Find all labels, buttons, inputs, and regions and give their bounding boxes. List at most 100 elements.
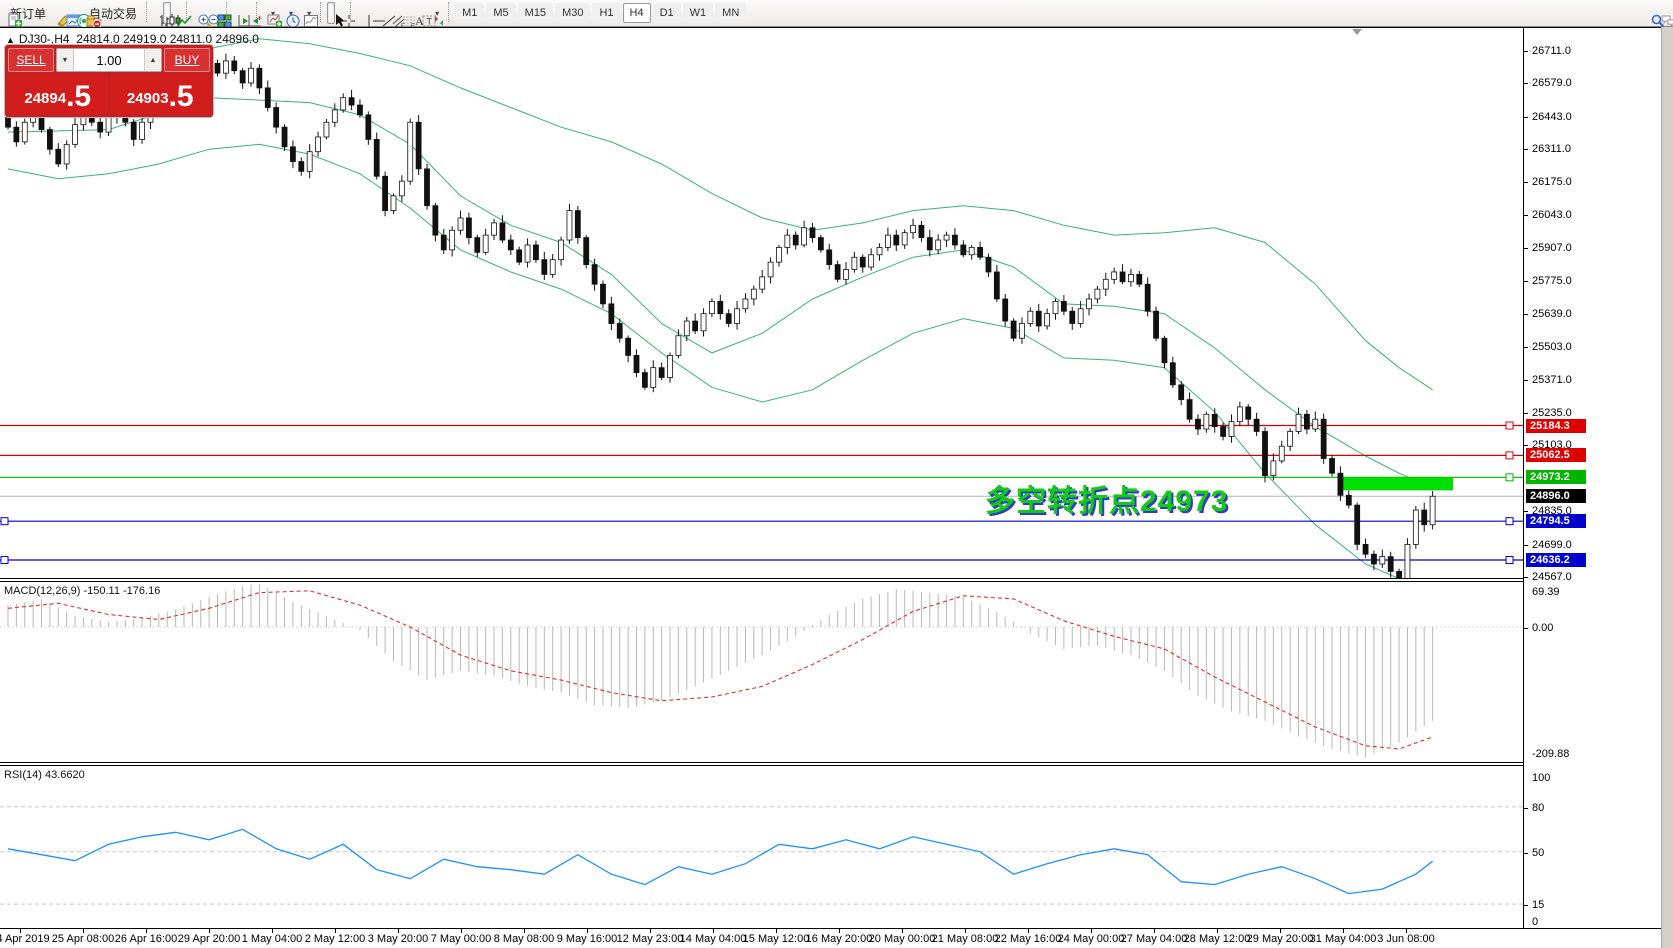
macd-label: MACD(12,26,9) -150.11 -176.16 — [4, 585, 161, 597]
time-axis-tick — [1343, 929, 1344, 933]
price-axis-tick — [1524, 148, 1528, 150]
time-axis-tick — [209, 929, 210, 933]
bollinger-lower-band — [7, 143, 1399, 578]
chart-annotation[interactable]: 多空转折点24973 — [985, 485, 1229, 518]
bar-chart-button[interactable] — [153, 2, 170, 27]
time-axis-label: 31 May 04:00 — [1309, 933, 1377, 945]
line-chart-button[interactable] — [173, 2, 192, 27]
price-axis-label: 25907.0 — [1532, 242, 1572, 255]
label-button[interactable]: T — [417, 2, 436, 27]
candlestick-button[interactable] — [163, 2, 181, 28]
time-axis-label: 8 May 08:00 — [493, 933, 555, 945]
cursor-button[interactable] — [327, 2, 346, 27]
chart-shift-button[interactable] — [243, 2, 262, 27]
rsi-label: RSI(14) 43.6620 — [4, 769, 85, 781]
timeframe-m30-button[interactable]: M30 — [555, 3, 591, 23]
price-axis-tick — [1524, 905, 1528, 907]
rsi-line — [7, 828, 1433, 895]
zoom-in-button[interactable] — [193, 2, 212, 28]
timeframe-mn-button[interactable]: MN — [715, 3, 747, 23]
auto-scroll-button[interactable] — [233, 2, 252, 27]
macd-signal-line — [7, 590, 1433, 750]
volume-increase-button[interactable]: ▲ — [144, 49, 161, 71]
price-axis-tick — [1524, 313, 1528, 315]
price-axis-tick — [1524, 280, 1528, 282]
price-axis-tick — [1524, 511, 1528, 513]
macd-pane[interactable] — [0, 582, 1523, 762]
price-axis-label: 26443.0 — [1532, 110, 1572, 123]
time-axis-label: 28 May 12:00 — [1183, 933, 1251, 945]
timeframe-h1-button[interactable]: H1 — [592, 3, 621, 23]
price-axis-label: 69.39 — [1532, 586, 1560, 598]
chart-shift-marker[interactable] — [1352, 29, 1362, 35]
toolbar-separator — [350, 2, 352, 22]
time-axis-label: 27 May 04:00 — [1120, 933, 1188, 945]
trendline-button[interactable] — [377, 2, 396, 27]
resistance-line-2-handle[interactable] — [1505, 451, 1514, 460]
search-button[interactable] — [1646, 2, 1665, 28]
time-axis-label: 26 Apr 16:00 — [114, 933, 178, 945]
price-axis-label: 25371.0 — [1532, 373, 1572, 386]
timeframe-m1-button[interactable]: M1 — [455, 3, 485, 23]
time-axis-label: 22 May 16:00 — [994, 933, 1062, 945]
periods-button[interactable]: ▾ — [281, 2, 300, 28]
arrows-button[interactable]: ▾ — [427, 2, 444, 26]
support-line-1-handle[interactable] — [0, 517, 9, 526]
vline-button[interactable] — [357, 2, 370, 27]
indicators-button[interactable]: ▾ — [263, 2, 283, 27]
support-line-1-handle[interactable] — [1505, 517, 1514, 526]
rsi-pane[interactable] — [0, 766, 1523, 927]
timeframe-d1-button[interactable]: D1 — [652, 3, 681, 23]
resistance-line-1-price-tag: 25184.3 — [1526, 418, 1586, 433]
chevron-down-icon: ▾ — [289, 8, 294, 18]
resistance-line-1-handle[interactable] — [1505, 421, 1514, 430]
volume-decrease-button[interactable]: ▼ — [57, 49, 74, 71]
price-axis-tick — [1524, 379, 1528, 381]
support-line-2-handle[interactable] — [1505, 556, 1514, 565]
chevron-down-icon: ▾ — [271, 8, 276, 18]
time-axis-label: 29 Apr 20:00 — [177, 933, 241, 945]
time-axis-tick — [1280, 929, 1281, 933]
candlestick-chart[interactable] — [0, 28, 1523, 578]
price-axis-tick — [1524, 83, 1528, 85]
autotrade-button[interactable]: 自动交易 — [82, 2, 141, 29]
hline-button[interactable] — [367, 2, 386, 24]
price-axis-label: 24567.0 — [1532, 571, 1572, 584]
sell-price[interactable]: 24894.5 — [8, 75, 108, 114]
sell-price-pip: .5 — [66, 80, 92, 113]
support-line-2-price-tag: 24636.2 — [1526, 553, 1586, 568]
pivot-line-handle[interactable] — [1505, 473, 1514, 482]
svg-text:T: T — [427, 17, 433, 27]
bollinger-upper-band — [7, 38, 1433, 391]
timeframe-toolbar: M1 M5 M15 M30 H1 H4 D1 W1 MN — [454, 3, 747, 23]
crosshair-button[interactable] — [337, 2, 356, 27]
svg-text:A: A — [415, 14, 424, 28]
text-button[interactable]: A — [407, 2, 424, 28]
volume-input[interactable] — [74, 49, 144, 71]
price-axis-tick — [1524, 445, 1528, 447]
highlight-rectangle[interactable] — [1343, 477, 1453, 491]
price-axis-label: 26711.0 — [1532, 44, 1571, 57]
time-axis-label: 3 Jun 08:00 — [1377, 933, 1435, 945]
price-axis-label: 26175.0 — [1532, 176, 1572, 189]
styles-button[interactable] — [52, 2, 70, 28]
timeframe-m15-button[interactable]: M15 — [517, 3, 554, 23]
fibonacci-button[interactable]: F — [397, 2, 416, 29]
toolbar-separator — [186, 2, 188, 22]
new-order-button[interactable]: 新订单 — [3, 2, 50, 27]
templates-button[interactable]: ▾ — [299, 2, 319, 27]
time-axis-label: 3 May 20:00 — [367, 933, 429, 945]
timeframe-m5-button[interactable]: M5 — [486, 3, 516, 23]
sell-button[interactable]: SELL — [8, 48, 54, 72]
timeframe-w1-button[interactable]: W1 — [682, 3, 714, 23]
chat-button[interactable] — [1656, 2, 1673, 28]
price-axis-label: 15 — [1532, 899, 1545, 912]
buy-price[interactable]: 24903.5 — [110, 75, 210, 114]
timeframe-h4-button[interactable]: H4 — [622, 3, 651, 23]
buy-button[interactable]: BUY — [164, 48, 210, 72]
time-axis-tick — [902, 929, 903, 933]
price-axis[interactable]: 26711.0 26579.0 26443.0 26311.0 26175.0 26043… — [1524, 28, 1661, 928]
support-line-2-handle[interactable] — [0, 556, 9, 565]
